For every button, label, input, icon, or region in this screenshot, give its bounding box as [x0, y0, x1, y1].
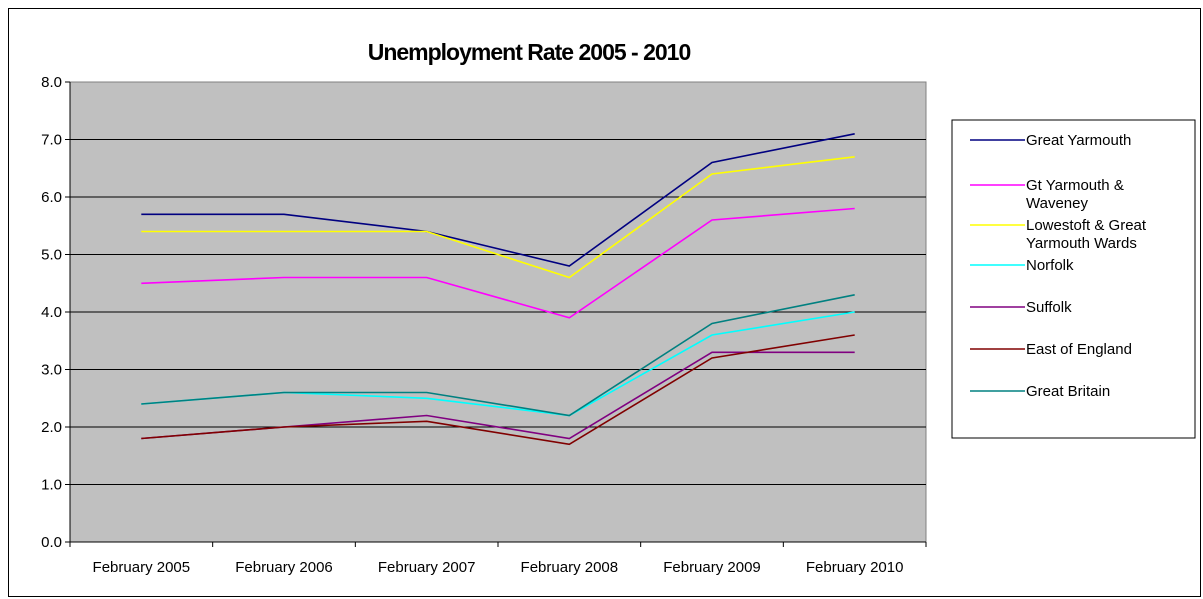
- y-tick-label: 1.0: [41, 477, 62, 494]
- series-lines: [141, 133, 855, 446]
- legend-label: Norfolk: [1026, 257, 1074, 274]
- legend-label: Waveney: [1026, 195, 1088, 212]
- series-line-east-of-england: [141, 334, 855, 446]
- y-axis-tick-labels: 0.0 1.0 2.0 3.0 4.0 5.0 6.0 7.0 8.0: [41, 74, 70, 551]
- legend-label: East of England: [1026, 341, 1132, 358]
- x-tick-label: February 2007: [378, 559, 476, 576]
- y-tick-label: 8.0: [41, 74, 62, 91]
- y-tick-label: 7.0: [41, 132, 62, 149]
- y-tick-label: 5.0: [41, 247, 62, 264]
- series-line-great-britain: [141, 294, 855, 417]
- x-tick-label: February 2006: [235, 559, 333, 576]
- x-tick-label: February 2008: [521, 559, 619, 576]
- x-tick-label: February 2010: [806, 559, 904, 576]
- legend-label: Yarmouth Wards: [1026, 235, 1137, 252]
- y-tick-label: 3.0: [41, 362, 62, 379]
- y-tick-label: 6.0: [41, 189, 62, 206]
- legend-label: Great Britain: [1026, 383, 1110, 400]
- y-tick-label: 0.0: [41, 534, 62, 551]
- x-tick-label: February 2005: [93, 559, 191, 576]
- series-line-great-yarmouth: [141, 133, 855, 267]
- legend-label: Gt Yarmouth &: [1026, 177, 1124, 194]
- series-line-gt-yarmouth-waveney: [141, 207, 855, 319]
- legend-label: Suffolk: [1026, 299, 1072, 316]
- y-tick-label: 4.0: [41, 304, 62, 321]
- x-tick-label: February 2009: [663, 559, 761, 576]
- legend: Great Yarmouth Gt Yarmouth &Waveney Lowest…: [970, 132, 1147, 400]
- legend-label: Great Yarmouth: [1026, 132, 1131, 149]
- y-tick-label: 2.0: [41, 419, 62, 436]
- x-axis-tick-labels: February 2005 February 2006 February 2007 F…: [69, 542, 927, 576]
- legend-box: [951, 119, 1196, 439]
- series-line-lowestoft-great-yarmouth-wards: [141, 156, 855, 279]
- chart-title: Unemployment Rate 2005 - 2010: [368, 39, 691, 65]
- legend-label: Lowestoft & Great: [1026, 217, 1147, 234]
